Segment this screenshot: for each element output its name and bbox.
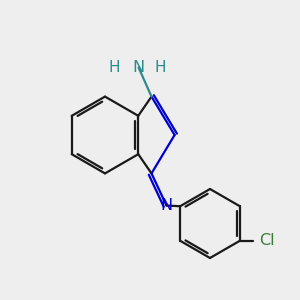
Text: N: N: [133, 60, 145, 75]
Text: H: H: [155, 60, 166, 75]
Text: N: N: [160, 198, 172, 213]
Text: H: H: [109, 60, 120, 75]
Text: Cl: Cl: [259, 233, 274, 248]
